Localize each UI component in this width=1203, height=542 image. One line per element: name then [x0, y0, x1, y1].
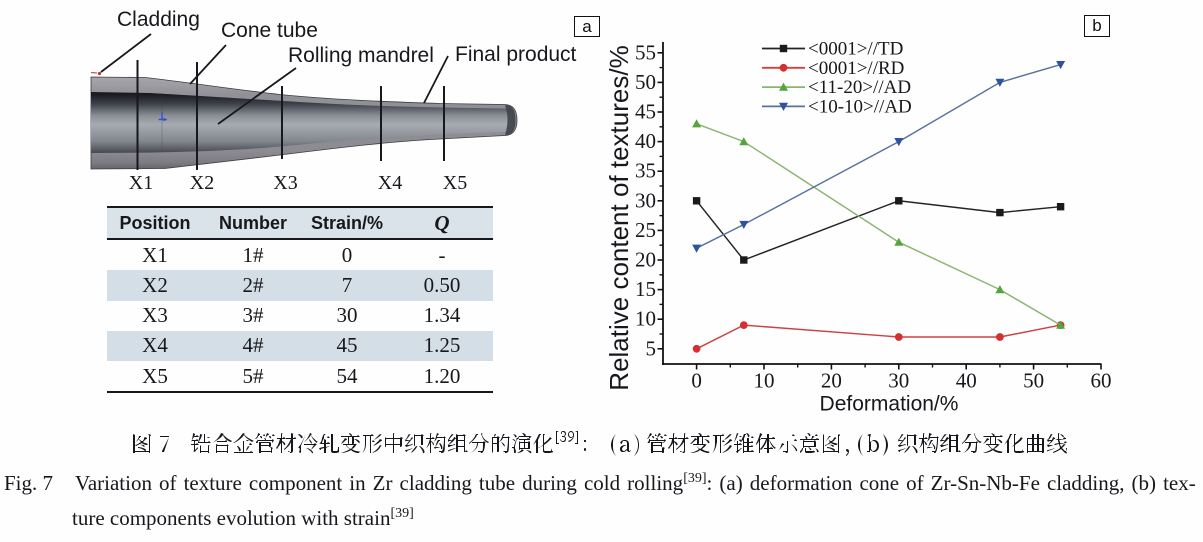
svg-text:25: 25 [635, 218, 656, 242]
svg-text:15: 15 [635, 277, 656, 301]
svg-text:<0001>//TD: <0001>//TD [808, 39, 903, 60]
svg-text:10: 10 [754, 369, 775, 393]
svg-text:Deformation/%: Deformation/% [820, 393, 959, 416]
svg-text:40: 40 [635, 129, 656, 153]
svg-text:40: 40 [956, 369, 977, 393]
svg-text:Final product: Final product [455, 43, 577, 66]
svg-text:X1: X1 [129, 172, 153, 194]
svg-text:X3: X3 [273, 172, 297, 194]
svg-text:35: 35 [635, 159, 656, 183]
svg-text:60: 60 [1091, 369, 1112, 393]
svg-text:55: 55 [635, 40, 656, 64]
svg-text:<10-10>//AD: <10-10>//AD [808, 96, 912, 117]
svg-text:30: 30 [635, 188, 656, 212]
svg-text:Cladding: Cladding [117, 8, 200, 31]
svg-text:X2: X2 [190, 172, 214, 194]
svg-text:45: 45 [635, 100, 656, 124]
svg-text:30: 30 [888, 369, 909, 393]
svg-text:<11-20>//AD: <11-20>//AD [808, 77, 911, 98]
svg-text:0: 0 [691, 369, 702, 393]
svg-text:Cone tube: Cone tube [221, 19, 318, 42]
svg-text:10: 10 [635, 307, 656, 331]
svg-text:50: 50 [1023, 369, 1044, 393]
svg-text:20: 20 [635, 248, 656, 272]
svg-text:X5: X5 [443, 172, 467, 194]
svg-text:Rolling mandrel: Rolling mandrel [288, 44, 434, 67]
svg-text:X4: X4 [378, 172, 402, 194]
svg-text:<0001>//RD: <0001>//RD [808, 58, 904, 79]
svg-text:50: 50 [635, 70, 656, 94]
svg-text:Relative content of textures/%: Relative content of textures/% [604, 45, 634, 390]
svg-text:5: 5 [646, 336, 657, 360]
svg-text:20: 20 [821, 369, 842, 393]
